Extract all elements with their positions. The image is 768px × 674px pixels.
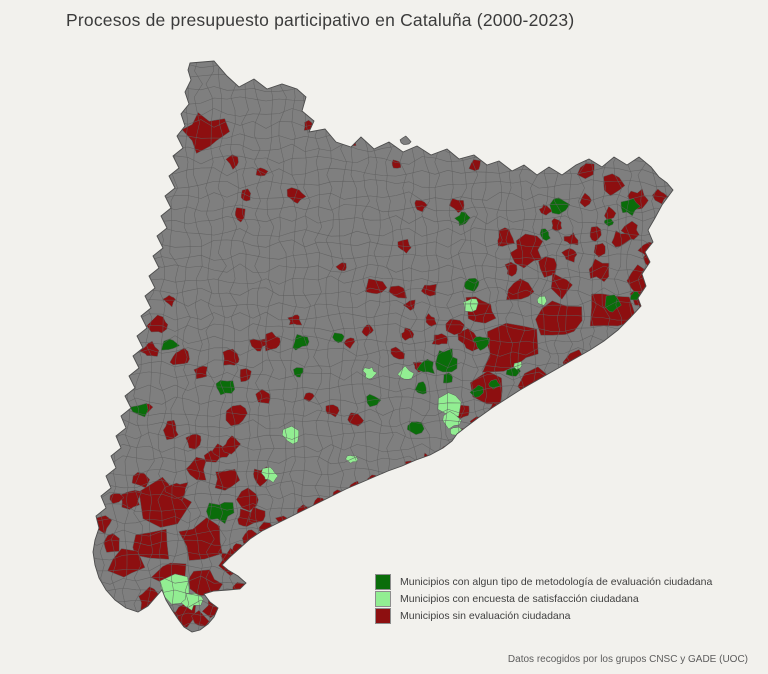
legend-swatch-light-green — [375, 590, 391, 607]
legend-label: Municipios con algun tipo de metodología… — [400, 575, 713, 588]
legend: Municipios con algun tipo de metodología… — [375, 573, 712, 624]
llivia-exclave — [399, 135, 412, 145]
legend-label: Municipios sin evaluación ciudadana — [400, 609, 571, 622]
data-source-credit: Datos recogidos por los grupos CNSC y GA… — [507, 654, 748, 665]
legend-item-evaluation-methodology: Municipios con algun tipo de metodología… — [375, 573, 712, 590]
catalonia-outline — [92, 60, 674, 633]
landmass-group — [93, 61, 673, 632]
legend-swatch-dark-green — [375, 573, 391, 590]
legend-item-no-evaluation: Municipios sin evaluación ciudadana — [375, 607, 712, 624]
page-title: Procesos de presupuesto participativo en… — [66, 10, 575, 30]
legend-label: Municipios con encuesta de satisfacción … — [400, 592, 639, 605]
legend-swatch-dark-red — [375, 607, 391, 624]
legend-item-satisfaction-survey: Municipios con encuesta de satisfacción … — [375, 590, 712, 607]
base-landmass — [93, 61, 673, 632]
